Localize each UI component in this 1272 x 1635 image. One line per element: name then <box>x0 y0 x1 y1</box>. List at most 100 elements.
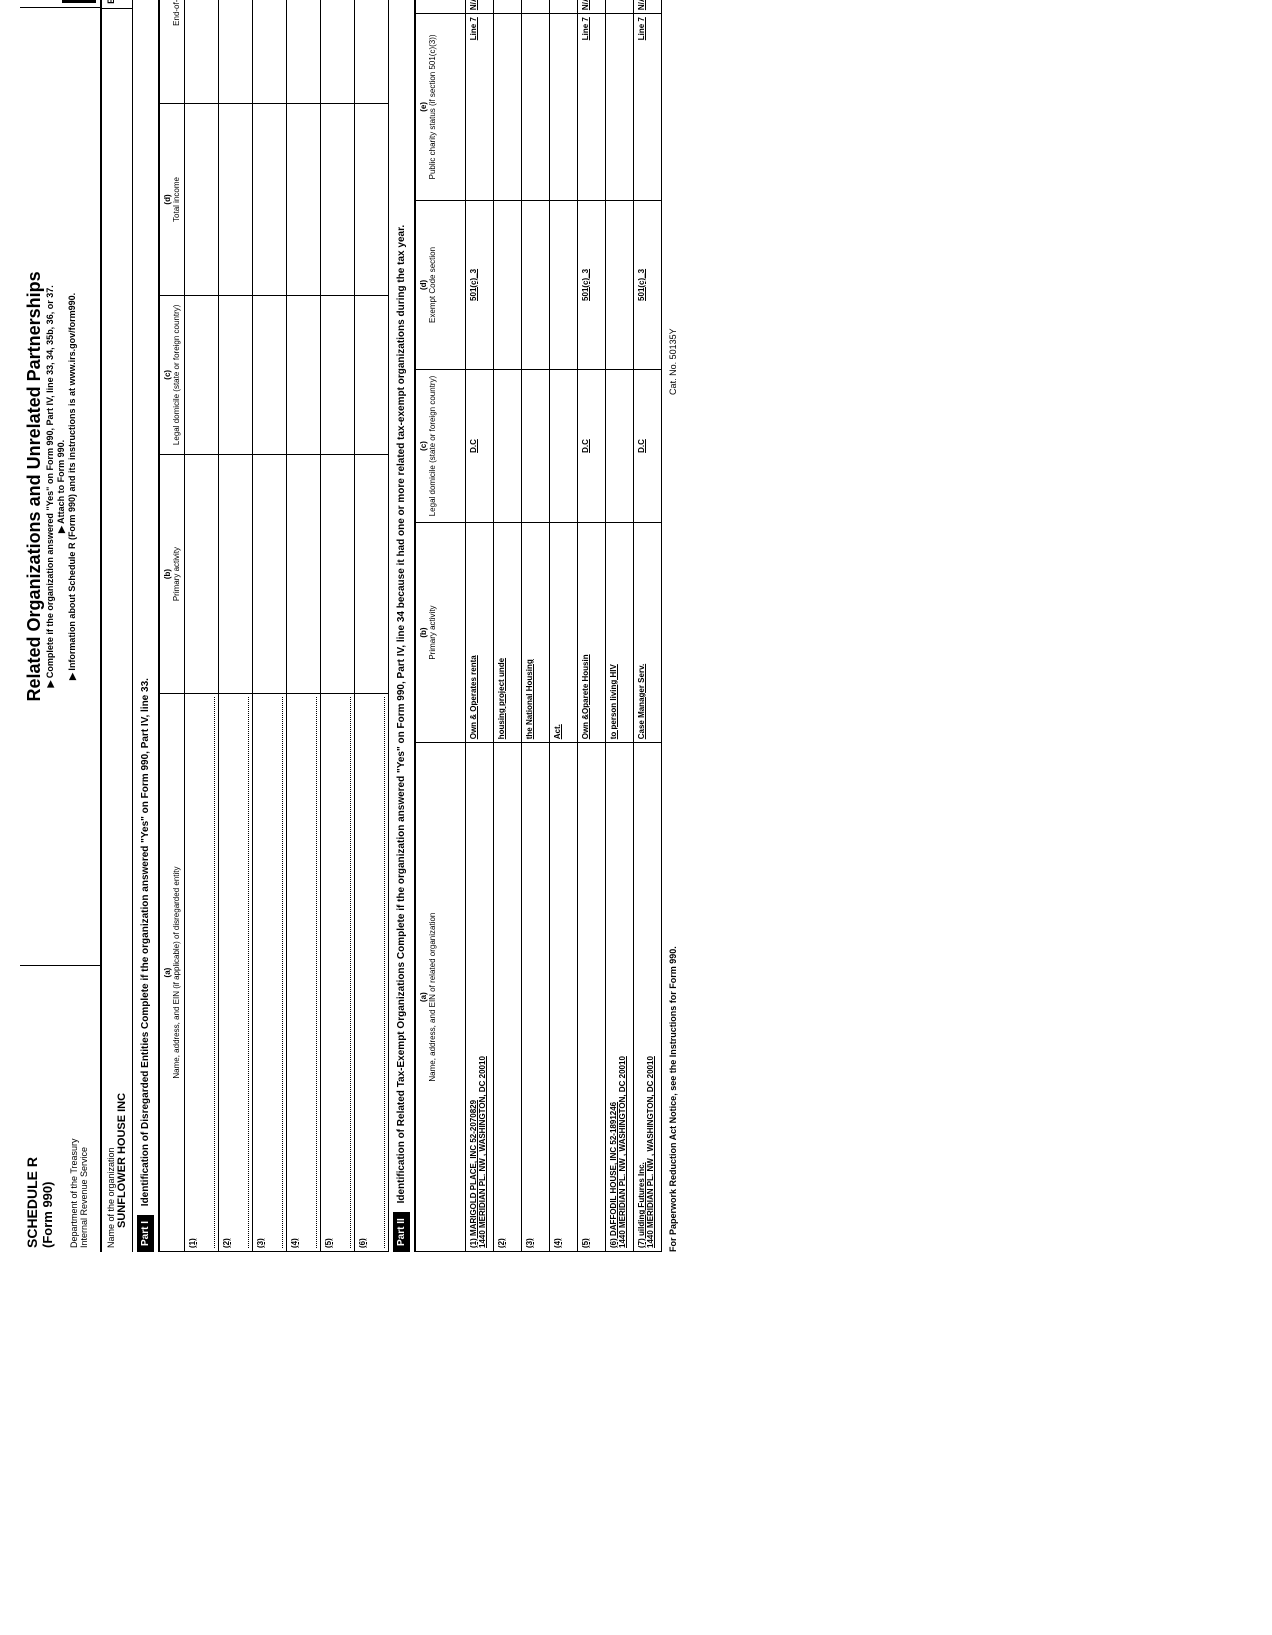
p2-name-cell: (5) <box>578 743 606 1252</box>
part-2-title: Identification of Related Tax-Exempt Org… <box>396 225 407 1204</box>
p2-name-cell: (4) <box>550 743 578 1252</box>
p2-status-cell <box>494 14 522 201</box>
p2-controlling-cell <box>606 0 634 14</box>
name-label: Name of the organization <box>106 13 116 1248</box>
p2-code-cell: 501(c)_3 <box>634 200 662 370</box>
p2-domicile-cell <box>522 370 550 523</box>
ein-value: 52-1922280 <box>116 0 128 4</box>
p2-controlling-cell: N/A <box>466 0 494 14</box>
tax-year: 2015 <box>34 0 62 3</box>
schedule-label: SCHEDULE R <box>24 970 40 1248</box>
p2-domicile-cell: D.C <box>578 370 606 523</box>
irs-label: Internal Revenue Service <box>79 970 89 1248</box>
p2-controlling-cell <box>522 0 550 14</box>
p2-col-b: (b)Primary activity <box>416 522 466 742</box>
row-activity-cell <box>219 455 253 694</box>
part-2-row: (4) Act. <box>550 0 578 1252</box>
part-1-row: (1) <box>185 0 219 1252</box>
p2-activity-cell: Own &Oparete Housin <box>578 522 606 742</box>
footer-left: For Paperwork Reduction Act Notice, see … <box>668 946 678 1252</box>
row-name-cell: (3) <box>253 694 287 1252</box>
p2-domicile-cell <box>606 370 634 523</box>
part-1-row: (6) <box>355 0 389 1252</box>
row-name-cell: (2) <box>219 694 253 1252</box>
form-footer: For Paperwork Reduction Act Notice, see … <box>662 0 678 1252</box>
part-2-table: (a)Name, address, and EIN of related org… <box>415 0 662 1252</box>
row-domicile-cell <box>321 295 355 454</box>
omb-number: OMB No. 1545-0047 <box>24 0 34 3</box>
p2-code-cell: 501(c)_3 <box>578 200 606 370</box>
row-income-cell <box>219 104 253 295</box>
inspection-label: Inspection <box>80 0 96 3</box>
row-domicile-cell <box>185 295 219 454</box>
p2-name-cell: (3) <box>522 743 550 1252</box>
p2-code-cell <box>606 200 634 370</box>
row-activity-cell <box>321 455 355 694</box>
p2-code-cell: 501(c)_3 <box>466 200 494 370</box>
p2-status-cell: Line 7 <box>578 14 606 201</box>
col-a-header: (a)(a) Name, address, and EIN (if applic… <box>160 694 185 1252</box>
row-name-cell: (5) <box>321 694 355 1252</box>
part-2-row: (7) uilding Futures Inc. 1440 MERIDIAN P… <box>634 0 662 1252</box>
part-2-row: (3) the National Housing <box>522 0 550 1252</box>
col-e-header: (e)End-of-year assets <box>160 0 185 104</box>
row-domicile-cell <box>253 295 287 454</box>
p2-name-cell: (7) uilding Futures Inc. 1440 MERIDIAN P… <box>634 743 662 1252</box>
p2-name-cell: (2) <box>494 743 522 1252</box>
main-title: Related Organizations and Unrelated Part… <box>24 12 45 961</box>
row-assets-cell <box>253 0 287 104</box>
part-2-row: (5) Own &Oparete Housin D.C 501(c)_3 Lin… <box>578 0 606 1252</box>
p2-domicile-cell <box>550 370 578 523</box>
col-c-header: (c)Legal domicile (state or foreign coun… <box>160 295 185 454</box>
part-1-row: (2) <box>219 0 253 1252</box>
p2-activity-cell: to person living HIV <box>606 522 634 742</box>
part-1-row: (5) <box>321 0 355 1252</box>
part-2-row: (6) DAFFODIL HOUSE, INC 52-1891246 1440 … <box>606 0 634 1252</box>
p2-name-cell: (1) MARIGOLD PLACE, INC 52-2070829 1440 … <box>466 743 494 1252</box>
part-2-bar: Part II <box>393 1212 410 1252</box>
part-2-row: (1) MARIGOLD PLACE, INC 52-2070829 1440 … <box>466 0 494 1252</box>
row-income-cell <box>321 104 355 295</box>
part-1-row: (4) <box>287 0 321 1252</box>
p2-code-cell <box>522 200 550 370</box>
open-to-public-label: Open to Public <box>62 0 80 3</box>
p2-status-cell <box>550 14 578 201</box>
p2-activity-cell: Case Manager Serv. <box>634 522 662 742</box>
ein-label: Employer identification number <box>106 0 116 4</box>
p2-status-cell: Line 7 <box>634 14 662 201</box>
p2-col-c: (c)Legal domicile (state or foreign coun… <box>416 370 466 523</box>
row-name-cell: (6) <box>355 694 389 1252</box>
col-b-header: (b)Primary activity <box>160 455 185 694</box>
p2-activity-cell: housing project unde <box>494 522 522 742</box>
p2-activity-cell: the National Housing <box>522 522 550 742</box>
part-2-header: Part II Identification of Related Tax-Ex… <box>389 0 415 1252</box>
p2-code-cell <box>550 200 578 370</box>
row-domicile-cell <box>355 295 389 454</box>
row-assets-cell <box>355 0 389 104</box>
p2-activity-cell: Own & Operates renta <box>466 522 494 742</box>
row-income-cell <box>253 104 287 295</box>
part-1-row: (3) <box>253 0 287 1252</box>
schedule-r-form: SCHEDULE R (Form 990) Department of the … <box>20 0 678 1252</box>
p2-col-d: (d)Exempt Code section <box>416 200 466 370</box>
part-1-bar: Part I <box>137 1215 154 1252</box>
header-right: OMB No. 1545-0047 2015 Open to Public In… <box>20 0 100 8</box>
header-left: SCHEDULE R (Form 990) Department of the … <box>20 965 100 1252</box>
p2-controlling-cell: N/A <box>578 0 606 14</box>
part-1-title: Identification of Disregarded Entities C… <box>140 678 151 1206</box>
org-name-ein-row: Name of the organization SUNFLOWER HOUSE… <box>102 0 133 1252</box>
part-2-header-row: (a)Name, address, and EIN of related org… <box>416 0 450 1252</box>
org-name: SUNFLOWER HOUSE INC <box>116 13 128 1248</box>
row-assets-cell <box>219 0 253 104</box>
p2-col-e: (e)Public charity status (if section 501… <box>416 14 466 201</box>
p2-status-cell <box>606 14 634 201</box>
row-activity-cell <box>253 455 287 694</box>
col-d-header: (d)Total income <box>160 104 185 295</box>
row-assets-cell <box>287 0 321 104</box>
row-activity-cell <box>287 455 321 694</box>
p2-domicile-cell: D.C <box>634 370 662 523</box>
part-1-header-row: (a)(a) Name, address, and EIN (if applic… <box>160 0 185 1252</box>
instruction-1: ▶ Complete if the organization answered … <box>45 12 56 961</box>
p2-code-cell <box>494 200 522 370</box>
instruction-2: ▶ Attach to Form 990. <box>56 12 67 961</box>
